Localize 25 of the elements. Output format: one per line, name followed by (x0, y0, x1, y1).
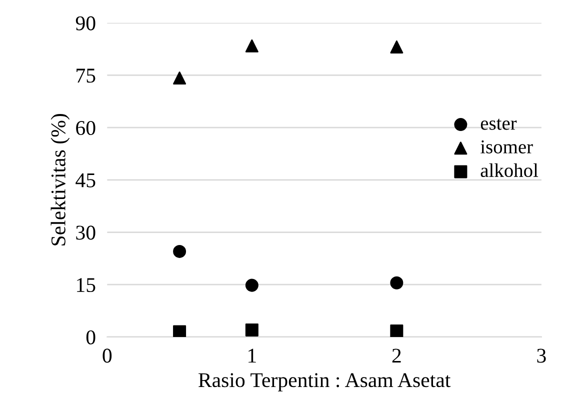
y-axis-title: Selektivitas (%) (50, 114, 70, 246)
y-tick-label: 90 (76, 16, 96, 30)
point (245, 323, 258, 336)
point (245, 39, 258, 52)
point (173, 325, 186, 337)
x-tick-label: 2 (392, 348, 401, 363)
point (173, 72, 186, 85)
legend-label: alkohol (480, 163, 538, 178)
y-tick-label: 45 (76, 173, 96, 188)
x-tick-label: 0 (102, 348, 112, 363)
y-tick-label: 30 (76, 226, 96, 240)
y-tick-label: 0 (86, 330, 96, 344)
point (390, 324, 404, 337)
y-tick-label: 15 (77, 278, 96, 292)
point (390, 40, 404, 54)
x-axis-title: Rasio Terpentin : Asam Asetat (198, 373, 451, 392)
x-tick-label: 1 (248, 348, 256, 363)
legend-label: isomer (480, 140, 533, 154)
point (173, 244, 186, 258)
point (245, 278, 258, 292)
point (390, 276, 404, 290)
y-tick-label: 75 (76, 68, 96, 83)
x-tick-label: 3 (537, 348, 546, 363)
legend-label: ester (480, 118, 517, 130)
y-tick-label: 60 (76, 120, 96, 136)
